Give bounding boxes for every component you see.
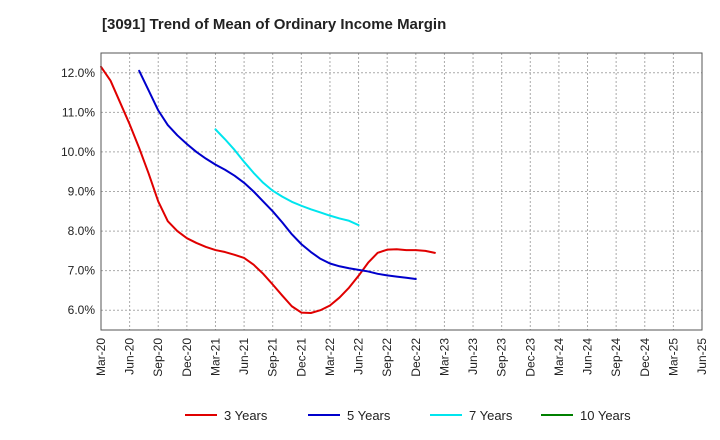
- grid-layer: [101, 53, 702, 330]
- x-tick-label: Dec-24: [638, 338, 652, 377]
- legend-label: 3 Years: [224, 408, 268, 423]
- y-tick-label: 9.0%: [68, 185, 96, 199]
- x-tick-label: Mar-22: [323, 338, 337, 376]
- series-line-7-years: [214, 128, 360, 227]
- x-tick-label: Jun-23: [466, 338, 480, 375]
- series-layer: [100, 65, 436, 314]
- y-tick-label: 7.0%: [68, 264, 96, 278]
- series-line-5-years: [138, 69, 417, 280]
- x-tick-label: Dec-23: [523, 338, 537, 377]
- y-tick-label: 10.0%: [61, 145, 95, 159]
- series-line-3-years: [100, 65, 436, 314]
- x-tick-label: Jun-22: [352, 338, 366, 375]
- x-tick-label: Mar-23: [437, 338, 451, 376]
- y-tick-label: 8.0%: [68, 224, 96, 238]
- axis-layer: Mar-20 Jun-20 Sep-20 Dec-20 Mar-21 Jun-21 Sep-…: [61, 52, 709, 377]
- x-tick-label: Sep-20: [151, 338, 165, 377]
- legend-label: 7 Years: [469, 408, 513, 423]
- x-tick-label: Sep-22: [380, 338, 394, 377]
- x-tick-label: Sep-24: [609, 338, 623, 377]
- legend-label: 5 Years: [347, 408, 391, 423]
- x-tick-label: Jun-20: [123, 338, 137, 375]
- y-tick-label: 11.0%: [62, 105, 95, 119]
- y-tick-label: 12.0%: [61, 66, 95, 80]
- y-tick-label: 6.0%: [68, 303, 96, 317]
- legend: 3 Years 5 Years 7 Years 10 Years: [185, 408, 631, 423]
- x-tick-label: Jun-24: [581, 338, 595, 375]
- chart-title: [3091] Trend of Mean of Ordinary Income …: [102, 16, 447, 33]
- x-tick-label: Mar-21: [208, 338, 222, 376]
- x-tick-label: Mar-24: [552, 338, 566, 376]
- x-tick-label: Dec-22: [409, 338, 423, 377]
- x-tick-label: Dec-20: [180, 338, 194, 377]
- x-tick-label: Sep-21: [266, 338, 280, 377]
- x-tick-label: Dec-21: [294, 338, 308, 377]
- x-tick-label: Mar-20: [94, 338, 108, 376]
- x-tick-label: Jun-25: [695, 338, 709, 375]
- x-tick-label: Mar-25: [666, 338, 680, 376]
- legend-label: 10 Years: [580, 408, 631, 423]
- plot-frame: [100, 52, 703, 331]
- x-tick-label: Jun-21: [237, 338, 251, 375]
- x-tick-label: Sep-23: [495, 338, 509, 377]
